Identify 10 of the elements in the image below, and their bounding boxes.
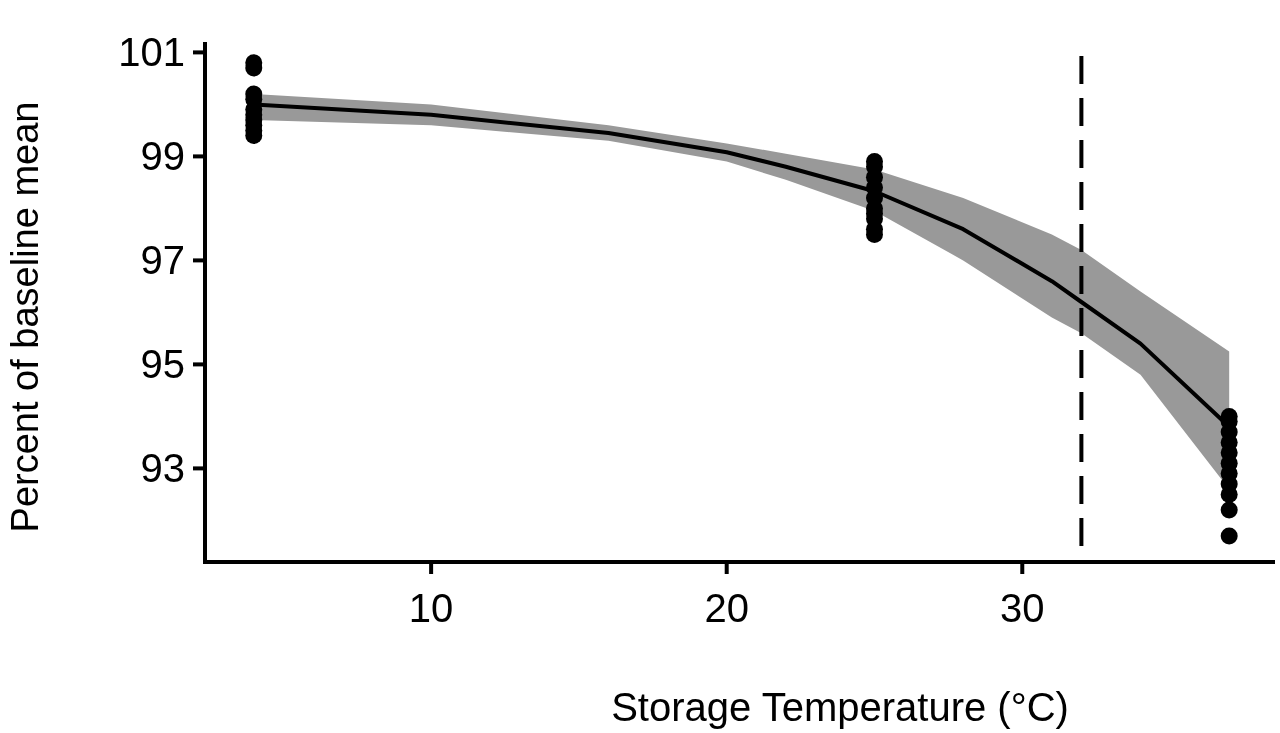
x-tick-label: 20 <box>704 586 749 630</box>
x-tick-label: 30 <box>1000 586 1045 630</box>
x-axis-title: Storage Temperature (°C) <box>611 685 1069 729</box>
y-tick-label: 95 <box>140 342 185 387</box>
x-tick-label: 10 <box>408 586 454 630</box>
y-tick-label: 99 <box>140 134 185 179</box>
y-axis-title: Percent of baseline mean <box>4 101 46 533</box>
y-tick-label: 101 <box>118 30 185 75</box>
y-tick-label: 97 <box>140 238 185 283</box>
y-tick-label: 93 <box>140 446 185 491</box>
